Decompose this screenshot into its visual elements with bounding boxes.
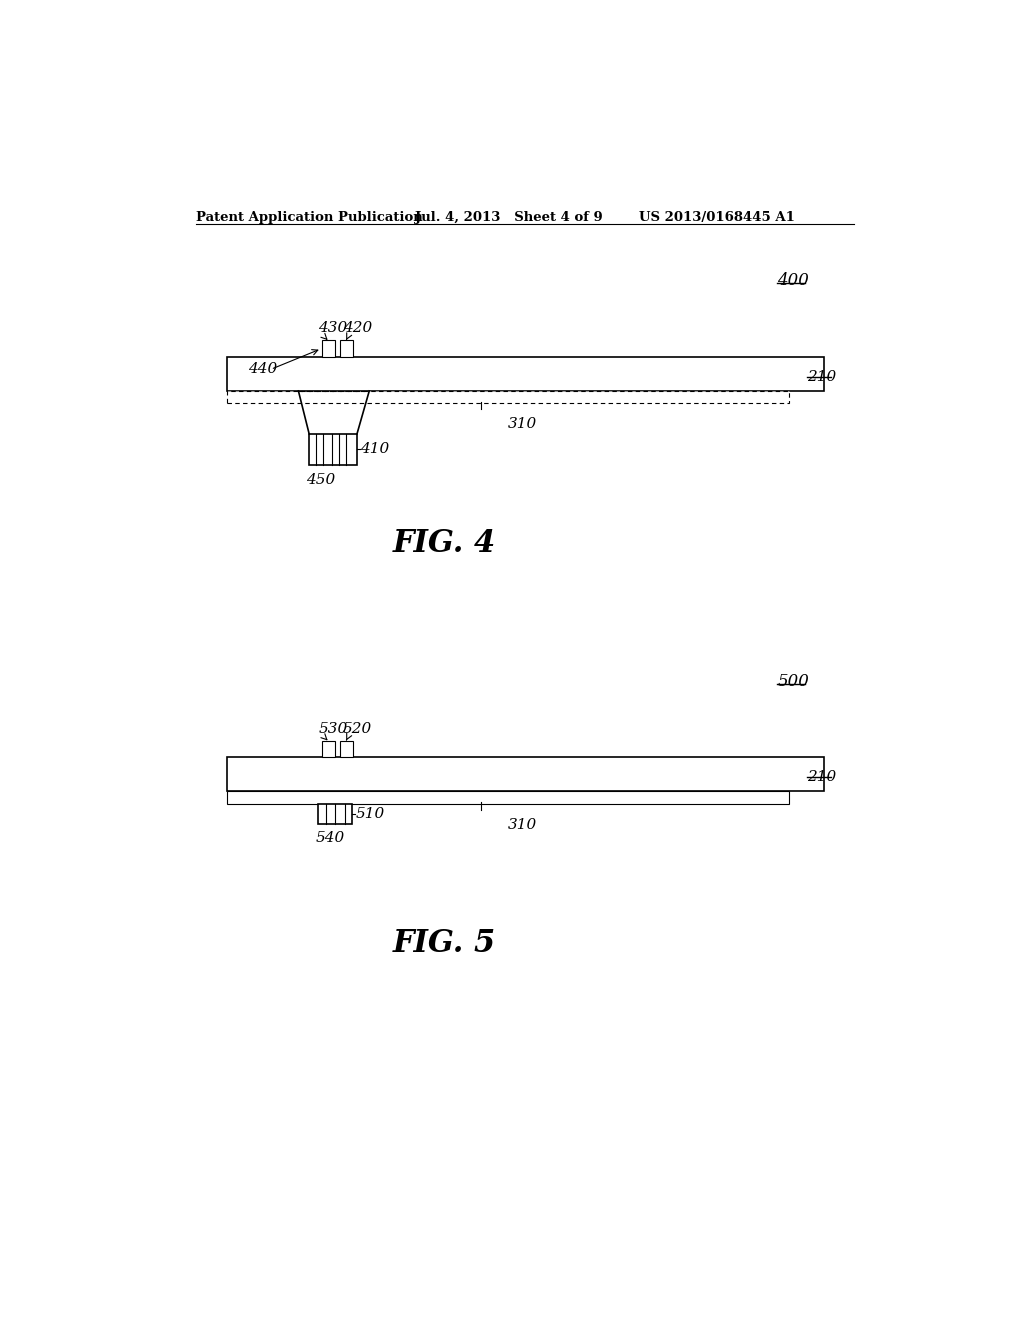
- Bar: [322, 741, 335, 758]
- Text: 210: 210: [807, 370, 836, 384]
- Text: 310: 310: [508, 817, 538, 832]
- Bar: [309, 434, 357, 465]
- Text: 440: 440: [248, 363, 276, 376]
- Text: FIG. 4: FIG. 4: [392, 528, 496, 558]
- Text: 310: 310: [508, 417, 538, 432]
- Text: 500: 500: [777, 673, 809, 690]
- Text: US 2013/0168445 A1: US 2013/0168445 A1: [639, 211, 795, 224]
- Bar: [340, 741, 353, 758]
- Bar: [226, 758, 823, 792]
- Bar: [226, 391, 788, 404]
- Text: 540: 540: [315, 832, 345, 845]
- Bar: [226, 358, 823, 391]
- Text: 420: 420: [343, 322, 373, 335]
- Text: 400: 400: [777, 272, 809, 289]
- Text: 210: 210: [807, 771, 836, 784]
- Text: 510: 510: [355, 807, 385, 821]
- Text: 450: 450: [306, 473, 336, 487]
- Text: Jul. 4, 2013   Sheet 4 of 9: Jul. 4, 2013 Sheet 4 of 9: [416, 211, 603, 224]
- Bar: [322, 341, 335, 358]
- Text: Patent Application Publication: Patent Application Publication: [196, 211, 423, 224]
- Text: 430: 430: [318, 322, 348, 335]
- Text: 410: 410: [360, 442, 389, 457]
- Bar: [226, 792, 788, 804]
- Bar: [318, 804, 352, 824]
- Text: 520: 520: [343, 722, 373, 737]
- Text: 530: 530: [318, 722, 348, 737]
- Bar: [340, 341, 353, 358]
- Text: FIG. 5: FIG. 5: [392, 928, 496, 960]
